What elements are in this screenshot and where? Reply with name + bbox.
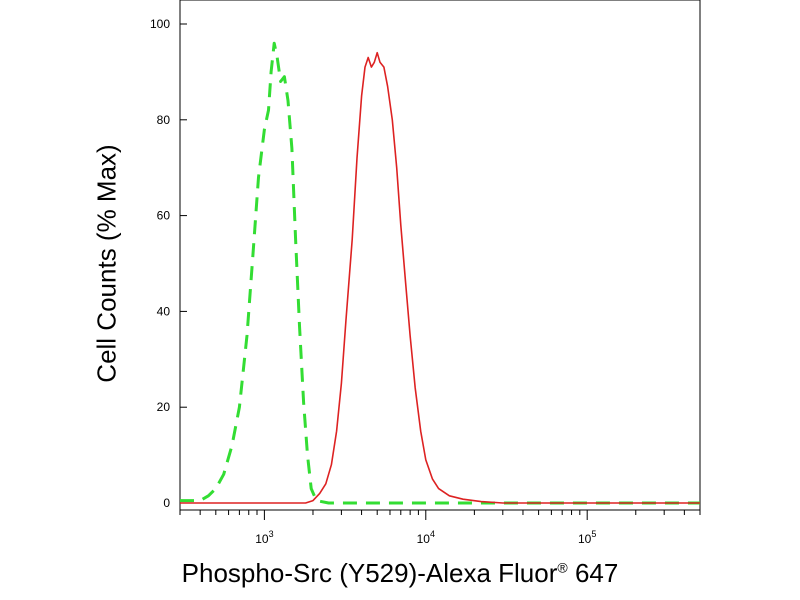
series-layer bbox=[180, 41, 700, 505]
x-tick-label: 105 bbox=[578, 529, 596, 546]
y-tick-label: 20 bbox=[157, 400, 171, 414]
series-line-solid bbox=[180, 51, 700, 504]
y-tick-label: 0 bbox=[163, 496, 170, 510]
y-tick-label: 60 bbox=[157, 209, 171, 223]
series-line-dashed bbox=[180, 41, 700, 505]
x-axis: 103 104 105 bbox=[179, 510, 701, 546]
y-tick-label: 100 bbox=[150, 17, 170, 31]
x-axis-label-suffix: 647 bbox=[567, 558, 619, 588]
y-axis-label: Cell Counts (% Max) bbox=[91, 144, 122, 383]
y-tick-label: 80 bbox=[157, 113, 171, 127]
x-axis-label-main: Phospho-Src (Y529)-Alexa Fluor bbox=[181, 558, 558, 588]
x-axis-label: Phospho-Src (Y529)-Alexa Fluor® 647 bbox=[0, 558, 800, 589]
y-tick-label: 40 bbox=[157, 304, 171, 318]
x-tick-label: 104 bbox=[417, 529, 435, 546]
registered-mark: ® bbox=[557, 559, 568, 576]
x-tick-label: 103 bbox=[255, 529, 273, 546]
y-axis: 0 20 40 60 80 100 bbox=[150, 17, 187, 510]
plot-frame bbox=[179, 0, 701, 511]
